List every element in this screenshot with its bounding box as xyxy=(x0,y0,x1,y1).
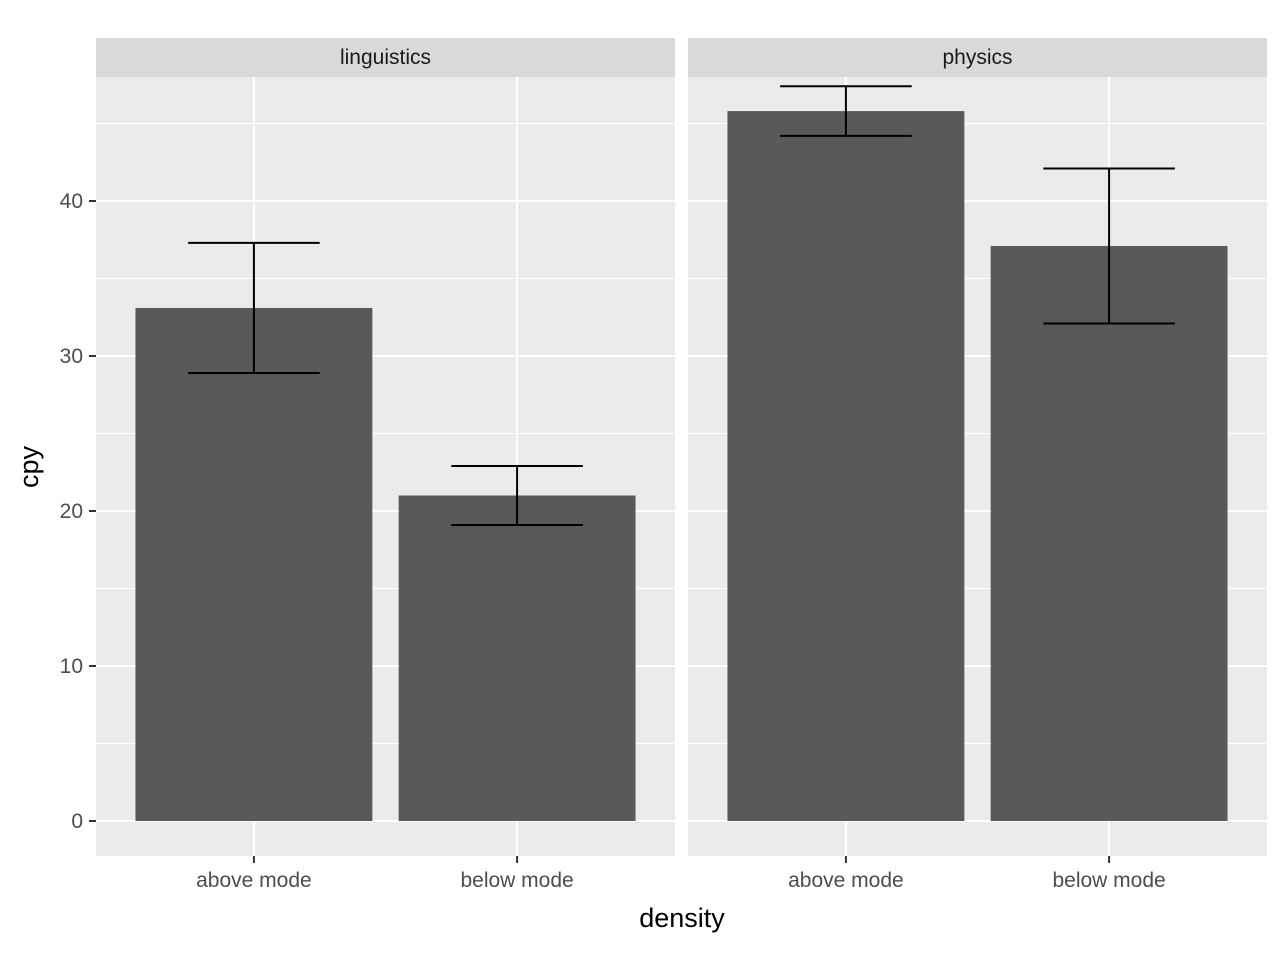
x-tick-label: below mode xyxy=(460,869,573,892)
y-tick-label: 30 xyxy=(60,345,83,368)
y-tick-label: 10 xyxy=(60,655,83,678)
facet-strip xyxy=(96,38,675,77)
x-tick-label: below mode xyxy=(1052,869,1165,892)
error-bar xyxy=(780,85,912,137)
y-tick-label: 0 xyxy=(71,810,83,833)
x-axis-title: density xyxy=(639,903,725,933)
bar-physics-below-mode[interactable] xyxy=(990,245,1228,821)
facet-strip xyxy=(688,38,1267,77)
facet-strip-label: linguistics xyxy=(340,46,431,69)
facet-strip-label: physics xyxy=(942,46,1012,69)
facet-panel-linguistics: linguistics above mode below mode xyxy=(96,38,675,892)
facet-panel-physics: physics above mode below mode xyxy=(688,38,1267,892)
y-tick-label: 40 xyxy=(60,190,83,213)
bar-physics-above-mode[interactable] xyxy=(727,111,965,822)
y-axis-title: cpy xyxy=(14,445,44,488)
y-axis: 0 10 20 30 40 xyxy=(60,190,96,833)
error-bar xyxy=(1043,167,1175,325)
x-tick-label: above mode xyxy=(788,869,904,892)
error-bar xyxy=(188,241,320,375)
error-bar xyxy=(451,465,583,526)
x-tick-label: above mode xyxy=(196,869,312,892)
y-tick-label: 20 xyxy=(60,500,83,523)
bar-linguistics-below-mode[interactable] xyxy=(398,495,636,822)
chart-panels: linguistics above mode below mode physics ab… xyxy=(96,38,1267,892)
bar-linguistics-above-mode[interactable] xyxy=(135,307,373,821)
